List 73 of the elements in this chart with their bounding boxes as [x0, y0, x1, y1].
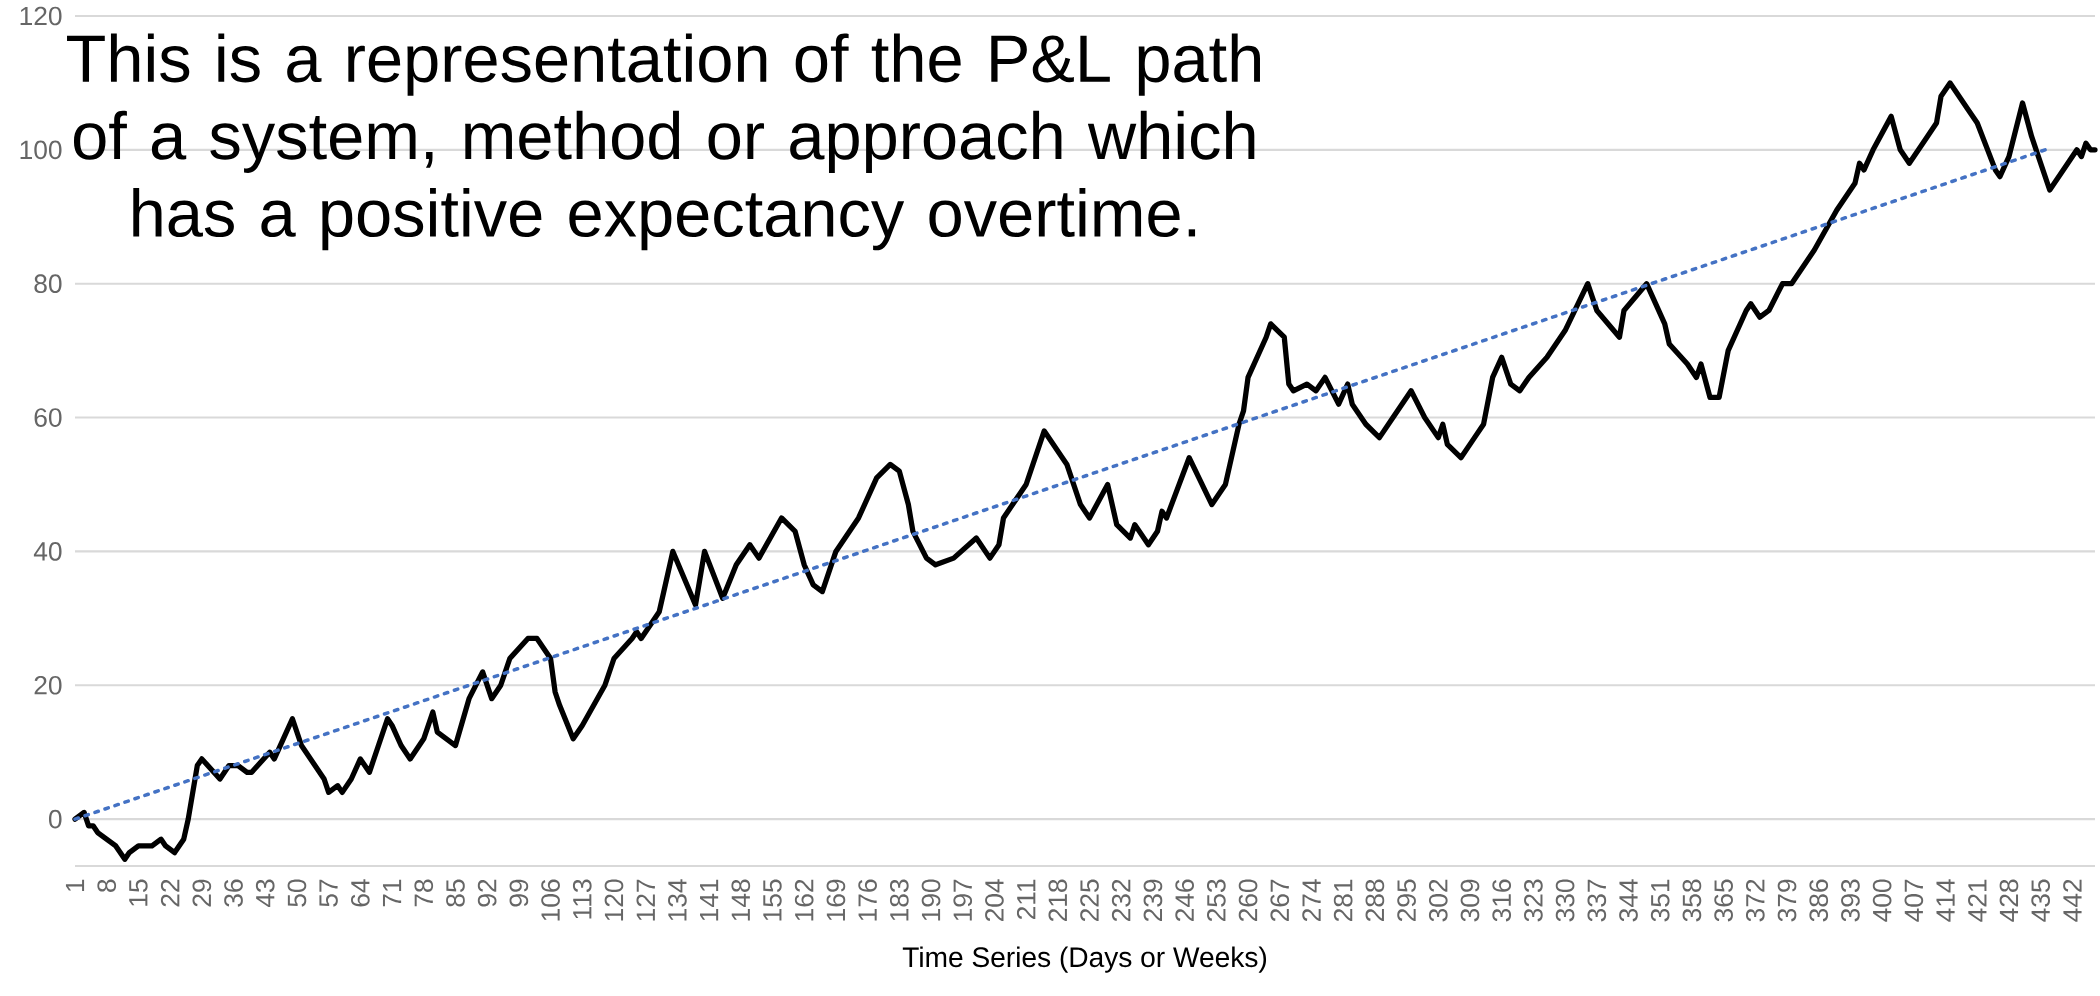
x-tick-label: 239 — [1143, 879, 1163, 922]
x-tick-label: 442 — [2063, 879, 2082, 922]
x-tick-label: 78 — [414, 879, 434, 907]
x-tick-label: 260 — [1238, 879, 1258, 922]
x-axis-title: Time Series (Days or Weeks) — [902, 946, 1267, 973]
x-tick-label: 43 — [255, 879, 275, 908]
x-tick-label: 120 — [604, 879, 624, 921]
x-tick-label: 1 — [65, 879, 85, 892]
x-tick-label: 204 — [985, 879, 1004, 922]
x-tick-label: 99 — [509, 879, 529, 907]
x-tick-label: 316 — [1492, 879, 1512, 922]
x-tick-label: 421 — [1968, 879, 1987, 922]
y-tick-label: 0 — [48, 809, 62, 829]
x-tick-label: 400 — [1872, 879, 1892, 922]
x-tick-label: 351 — [1650, 879, 1670, 922]
x-tick-label: 218 — [1048, 879, 1068, 922]
x-tick-label: 309 — [1460, 879, 1480, 922]
y-tick-label: 100 — [20, 140, 62, 160]
x-tick-label: 29 — [192, 879, 212, 907]
x-tick-label: 435 — [2031, 879, 2050, 922]
x-tick-label: 190 — [921, 879, 941, 921]
x-tick-label: 141 — [700, 879, 719, 921]
x-tick-label: 50 — [287, 879, 307, 907]
x-tick-label: 211 — [1016, 879, 1036, 920]
x-tick-label: 15 — [129, 879, 148, 906]
x-tick-label: 8 — [97, 879, 117, 892]
x-tick-label: 281 — [1333, 879, 1353, 922]
x-tick-label: 428 — [1999, 879, 2019, 922]
y-tick-label: 80 — [34, 274, 62, 294]
x-tick-label: 295 — [1397, 879, 1416, 922]
y-tick-label: 40 — [33, 542, 62, 561]
x-tick-label: 407 — [1904, 879, 1924, 922]
x-tick-label: 379 — [1777, 879, 1797, 922]
x-tick-label: 169 — [826, 879, 846, 921]
y-tick-label: 20 — [34, 675, 62, 695]
x-tick-label: 267 — [1270, 879, 1290, 922]
x-tick-label: 176 — [858, 879, 877, 921]
x-tick-label: 155 — [763, 879, 782, 921]
x-tick-label: 134 — [668, 879, 687, 921]
annotation: This is a representation of the P&L path of a system, method or approach which has a positive expectancy overtime. — [67, 33, 1260, 251]
x-tick-label: 414 — [1936, 879, 1955, 922]
x-tick-label: 57 — [319, 879, 338, 907]
x-tick-label: 274 — [1302, 879, 1321, 922]
x-tick-label: 302 — [1428, 879, 1448, 922]
x-tick-label: 330 — [1555, 879, 1575, 922]
x-tick-label: 71 — [382, 879, 402, 907]
x-tick-label: 106 — [541, 879, 560, 921]
x-tick-label: 386 — [1809, 879, 1829, 922]
x-tick-label: 323 — [1524, 879, 1543, 922]
x-tick-label: 85 — [446, 879, 465, 907]
x-tick-label: 225 — [1080, 879, 1099, 922]
x-tick-label: 148 — [731, 879, 751, 921]
x-tick-label: 337 — [1587, 879, 1607, 922]
x-tick-label: 64 — [351, 879, 370, 907]
x-tick-label: 22 — [160, 879, 180, 907]
x-tick-label: 358 — [1682, 879, 1702, 922]
x-tick-label: 183 — [889, 879, 909, 921]
x-tick-label: 365 — [1714, 879, 1733, 922]
x-tick-label: 344 — [1619, 879, 1638, 922]
x-tick-label: 36 — [224, 879, 243, 907]
x-tick-label: 162 — [794, 879, 814, 921]
x-tick-label: 113 — [572, 879, 592, 919]
x-tick-label: 393 — [1841, 879, 1860, 922]
x-tick-label: 372 — [1745, 879, 1765, 922]
y-tick-label: 120 — [20, 6, 62, 26]
x-tick-label: 197 — [953, 879, 973, 921]
x-tick-label: 92 — [477, 879, 497, 907]
x-tick-label: 232 — [1111, 879, 1131, 922]
x-tick-label: 253 — [1207, 879, 1226, 922]
y-tick-label: 60 — [34, 408, 62, 427]
x-tick-label: 288 — [1365, 879, 1385, 922]
x-tick-label: 246 — [1175, 879, 1194, 922]
x-tick-label: 127 — [636, 879, 655, 921]
